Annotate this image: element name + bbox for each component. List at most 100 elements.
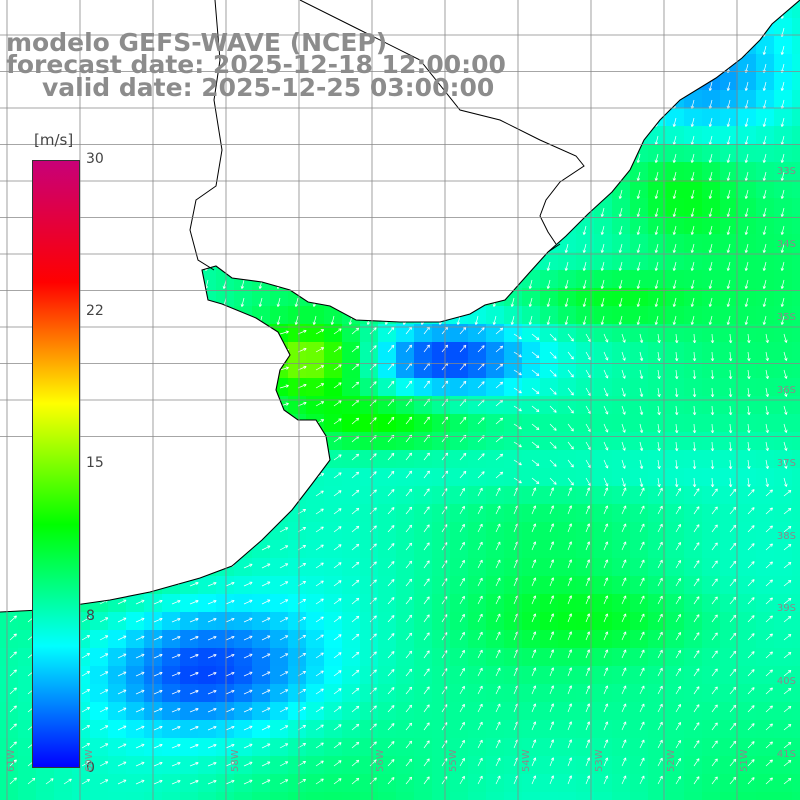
speed-cell xyxy=(324,558,343,577)
wind-arrow xyxy=(153,351,163,356)
wind-arrow xyxy=(636,315,641,325)
speed-cell xyxy=(36,792,55,800)
wind-arrow xyxy=(24,81,29,91)
wind-arrow xyxy=(150,9,155,19)
wind-arrow xyxy=(348,279,353,289)
speed-cell xyxy=(558,234,577,253)
wind-arrow xyxy=(531,649,537,659)
wind-arrow xyxy=(189,707,199,713)
wind-arrow xyxy=(531,685,537,695)
wind-arrow xyxy=(675,577,682,587)
speed-cell xyxy=(126,558,145,577)
wind-arrow xyxy=(747,525,755,533)
wind-arrow xyxy=(117,599,127,605)
speed-cell xyxy=(504,522,523,541)
wind-arrow xyxy=(387,525,395,533)
speed-cell xyxy=(378,630,397,649)
speed-cell xyxy=(0,378,19,397)
wind-arrow xyxy=(726,315,731,325)
speed-cell xyxy=(612,648,631,667)
wind-arrow xyxy=(675,631,682,641)
wind-arrow xyxy=(420,279,425,289)
speed-cell xyxy=(684,522,703,541)
speed-cell xyxy=(666,702,685,721)
speed-cell xyxy=(648,270,667,289)
wind-arrow xyxy=(603,667,609,677)
wind-arrow xyxy=(261,491,271,497)
speed-cell xyxy=(432,774,451,793)
wind-arrow xyxy=(780,261,785,271)
speed-cell xyxy=(270,720,289,739)
speed-cell xyxy=(666,234,685,253)
wind-arrow xyxy=(567,369,574,378)
wind-arrow xyxy=(567,441,574,450)
speed-cell xyxy=(162,162,181,181)
wind-arrow xyxy=(747,459,751,470)
wind-arrow xyxy=(603,739,609,749)
wind-arrow xyxy=(330,207,335,217)
wind-arrow xyxy=(222,171,227,181)
speed-cell xyxy=(558,486,577,505)
wind-arrow xyxy=(402,297,407,307)
wind-arrow xyxy=(24,189,29,199)
speed-cell xyxy=(450,558,469,577)
wind-arrow xyxy=(783,579,792,587)
wind-arrow xyxy=(135,545,145,551)
speed-cell xyxy=(648,576,667,595)
speed-cell xyxy=(0,360,19,379)
wind-arrow xyxy=(366,297,371,307)
wind-arrow xyxy=(744,207,749,217)
speed-cell xyxy=(396,792,415,800)
speed-cell xyxy=(504,450,523,469)
speed-cell xyxy=(360,540,379,559)
wind-arrow xyxy=(675,667,682,677)
wind-arrow xyxy=(261,635,271,641)
wind-arrow xyxy=(546,9,551,19)
speed-cell xyxy=(666,126,685,145)
speed-cell xyxy=(198,378,217,397)
wind-arrow xyxy=(276,153,281,163)
wind-arrow xyxy=(459,721,465,731)
speed-cell xyxy=(360,576,379,595)
speed-cell xyxy=(90,252,109,271)
speed-cell xyxy=(486,648,505,667)
speed-cell xyxy=(342,126,361,145)
wind-arrow xyxy=(150,207,155,217)
wind-arrow xyxy=(186,315,191,325)
wind-arrow xyxy=(279,599,289,605)
wind-arrow xyxy=(240,315,245,325)
wind-arrow xyxy=(582,189,587,199)
speed-cell xyxy=(576,540,595,559)
wind-arrow xyxy=(621,685,627,695)
wind-arrow xyxy=(546,279,551,289)
wind-arrow xyxy=(81,653,91,659)
speed-cell xyxy=(378,432,397,451)
speed-cell xyxy=(540,792,559,800)
speed-cell xyxy=(198,666,217,685)
speed-cell xyxy=(792,360,800,379)
speed-cell xyxy=(720,792,739,800)
speed-cell xyxy=(0,774,19,793)
speed-cell xyxy=(126,774,145,793)
speed-cell xyxy=(216,756,235,775)
speed-cell xyxy=(216,396,235,415)
wind-arrow xyxy=(315,329,325,335)
speed-cell xyxy=(702,702,721,721)
speed-cell xyxy=(162,342,181,361)
speed-cell xyxy=(270,378,289,397)
wind-arrow xyxy=(240,297,245,307)
speed-cell xyxy=(234,666,253,685)
speed-cell xyxy=(702,108,721,127)
speed-cell xyxy=(468,432,487,451)
speed-cell xyxy=(738,774,757,793)
wind-arrow xyxy=(567,613,573,623)
speed-cell xyxy=(252,558,271,577)
wind-arrow xyxy=(351,381,360,389)
wind-arrow xyxy=(333,742,342,749)
wind-arrow xyxy=(387,687,395,695)
speed-cell xyxy=(594,252,613,271)
speed-cell xyxy=(522,648,541,667)
speed-cell xyxy=(90,126,109,145)
wind-arrow xyxy=(99,689,109,695)
speed-cell xyxy=(504,792,523,800)
